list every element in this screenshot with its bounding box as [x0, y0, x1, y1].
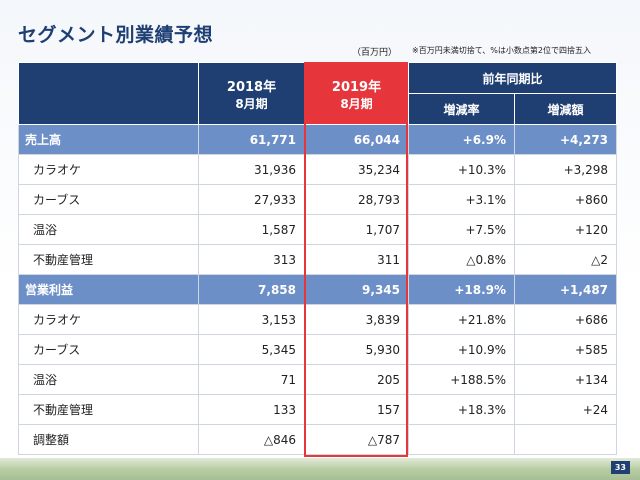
table-row: カーブス 5,345 5,930 +10.9% +585	[18, 334, 618, 365]
row-label: カーブス	[18, 334, 199, 365]
cell-2019: 9,345	[304, 274, 409, 305]
cell-amount: +134	[513, 364, 618, 395]
header-2018-month: 8月期	[235, 96, 268, 111]
cell-rate: +188.5%	[408, 364, 515, 395]
row-label: 不動産管理	[18, 394, 199, 425]
cell-2018: 313	[198, 244, 305, 275]
row-label: 営業利益	[18, 274, 199, 305]
cell-2018: 1,587	[198, 214, 305, 245]
table-row: カーブス 27,933 28,793 +3.1% +860	[18, 184, 618, 215]
cell-2018: 133	[198, 394, 305, 425]
cell-2019: 35,234	[304, 154, 409, 185]
cell-2018: 31,936	[198, 154, 305, 185]
cell-rate: +10.3%	[408, 154, 515, 185]
unit-label: （百万円）	[352, 48, 398, 58]
cell-rate: +18.3%	[408, 394, 515, 425]
row-label: カラオケ	[18, 304, 199, 335]
cell-rate: +7.5%	[408, 214, 515, 245]
table-row: 不動産管理 133 157 +18.3% +24	[18, 394, 618, 425]
cell-2018: 71	[198, 364, 305, 395]
cell-2019: 1,707	[304, 214, 409, 245]
cell-rate: +18.9%	[408, 274, 515, 305]
page-number: 33	[610, 461, 630, 474]
cell-amount: +120	[513, 214, 618, 245]
row-label: 調整額	[18, 424, 199, 455]
header-amount: 増減額	[513, 93, 618, 125]
cell-amount: +24	[513, 394, 618, 425]
cell-2019: △787	[304, 424, 409, 455]
table-row-adjustment: 調整額 △846 △787	[18, 424, 618, 455]
header-2018: 2018年 8月期	[198, 62, 305, 125]
row-label: 不動産管理	[18, 244, 199, 275]
table-row: 温浴 71 205 +188.5% +134	[18, 364, 618, 395]
grass-footer-decoration	[0, 458, 640, 480]
cell-2019: 205	[304, 364, 409, 395]
cell-2019: 311	[304, 244, 409, 275]
table-row: 温浴 1,587 1,707 +7.5% +120	[18, 214, 618, 245]
table-row: カラオケ 31,936 35,234 +10.3% +3,298	[18, 154, 618, 185]
cell-2018: 3,153	[198, 304, 305, 335]
page-title: セグメント別業績予想	[18, 24, 214, 46]
header-2019: 2019年 8月期	[304, 62, 409, 125]
cell-2019: 5,930	[304, 334, 409, 365]
cell-amount: +4,273	[513, 124, 618, 155]
header-2019-year: 2019年	[331, 79, 382, 95]
header-2018-year: 2018年	[226, 79, 277, 95]
cell-2018: 27,933	[198, 184, 305, 215]
row-label: 温浴	[18, 364, 199, 395]
cell-amount: +1,487	[513, 274, 618, 305]
cell-rate: +10.9%	[408, 334, 515, 365]
cell-2018: △846	[198, 424, 305, 455]
cell-amount: △2	[513, 244, 618, 275]
cell-rate	[408, 424, 515, 455]
cell-amount	[513, 424, 618, 455]
cell-rate: +6.9%	[408, 124, 515, 155]
cell-amount: +860	[513, 184, 618, 215]
cell-rate: +21.8%	[408, 304, 515, 335]
cell-2019: 28,793	[304, 184, 409, 215]
table-row: カラオケ 3,153 3,839 +21.8% +686	[18, 304, 618, 335]
row-label: カーブス	[18, 184, 199, 215]
table-row-operating-profit: 営業利益 7,858 9,345 +18.9% +1,487	[18, 274, 618, 305]
table-row-sales: 売上高 61,771 66,044 +6.9% +4,273	[18, 124, 618, 155]
row-label: カラオケ	[18, 154, 199, 185]
cell-2018: 7,858	[198, 274, 305, 305]
cell-2018: 61,771	[198, 124, 305, 155]
header-rate: 増減率	[408, 93, 515, 125]
header-blank	[18, 62, 199, 125]
row-label: 売上高	[18, 124, 199, 155]
segment-forecast-table: 2018年 8月期 2019年 8月期 前年同期比 増減率 増減額 売上高 61…	[18, 62, 618, 455]
cell-amount: +585	[513, 334, 618, 365]
cell-rate: +3.1%	[408, 184, 515, 215]
cell-amount: +686	[513, 304, 618, 335]
header-2019-month: 8月期	[340, 96, 373, 111]
cell-2019: 3,839	[304, 304, 409, 335]
cell-amount: +3,298	[513, 154, 618, 185]
table-row: 不動産管理 313 311 △0.8% △2	[18, 244, 618, 275]
rounding-note: ※百万円未満切捨て、%は小数点第2位で四捨五入	[412, 46, 591, 55]
cell-2018: 5,345	[198, 334, 305, 365]
row-label: 温浴	[18, 214, 199, 245]
cell-2019: 157	[304, 394, 409, 425]
cell-2019: 66,044	[304, 124, 409, 155]
header-yoy: 前年同期比	[407, 62, 618, 94]
cell-rate: △0.8%	[408, 244, 515, 275]
